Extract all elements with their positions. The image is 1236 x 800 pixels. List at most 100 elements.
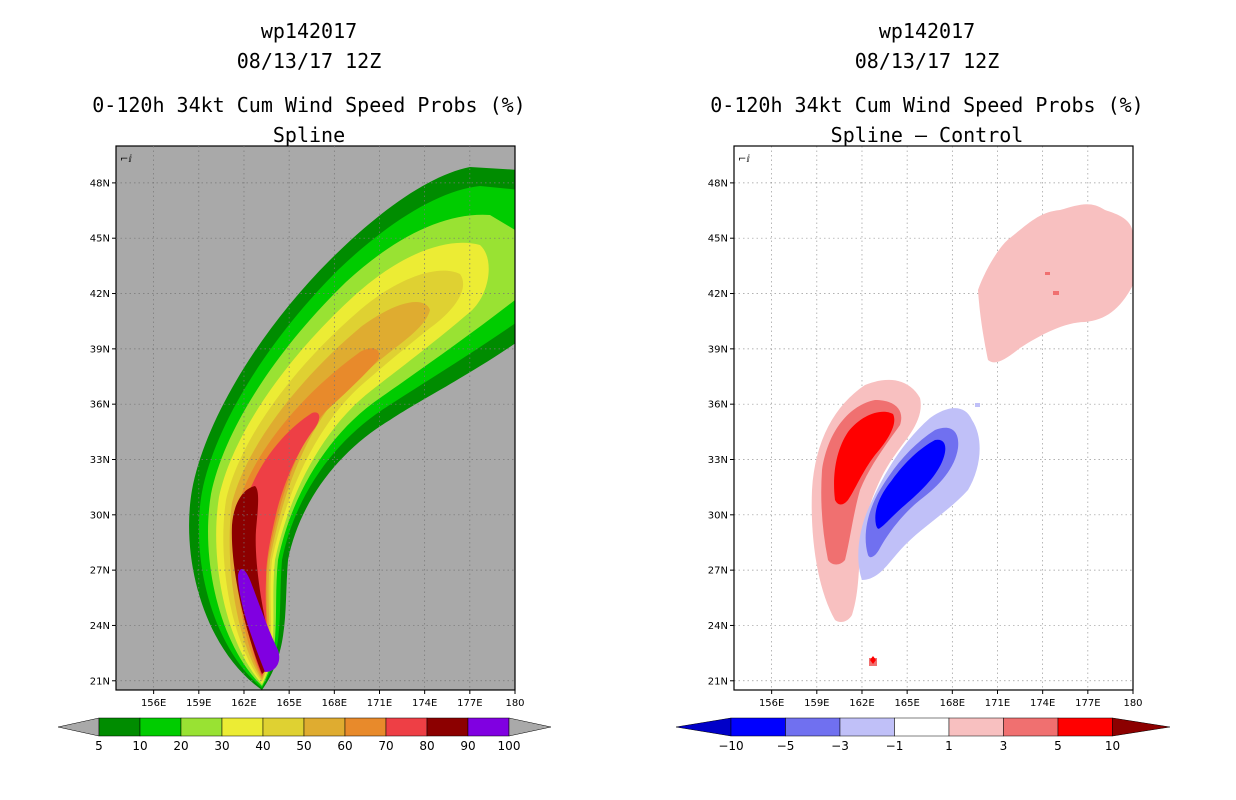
colorbar-high-triangle — [508, 717, 552, 737]
colorbar-label: 3 — [1000, 739, 1008, 753]
right-panel-title: wp142017 08/13/17 12Z 0-120h 34kt Cum Wi… — [647, 16, 1207, 150]
y-tick-label: 27N — [708, 566, 728, 577]
pos-spot-s — [870, 656, 876, 664]
colorbar-label: 40 — [255, 739, 270, 753]
pos-dot-ne2 — [1053, 291, 1059, 295]
right-difference-field — [811, 204, 1133, 666]
y-tick-label: 33N — [708, 455, 728, 466]
y-tick-label: 33N — [90, 455, 110, 466]
colorbar-box — [426, 717, 469, 737]
right-subtitle: Spline – Control — [830, 123, 1024, 147]
colorbar-label: 90 — [460, 739, 475, 753]
y-tick-label: 45N — [708, 234, 728, 245]
y-tick-label: 45N — [90, 234, 110, 245]
colorbar-box — [98, 717, 141, 737]
colorbar-box — [180, 717, 223, 737]
y-tick-label: 36N — [708, 400, 728, 411]
y-tick-label: 39N — [708, 344, 728, 355]
left-gridlines — [116, 146, 515, 690]
colorbar-box — [467, 717, 510, 737]
left-x-ticks: 156E 159E 162E 165E 168E 171E 174E 177E 180 — [141, 690, 525, 709]
colorbar-label: 70 — [378, 739, 393, 753]
colorbar-label: 10 — [132, 739, 147, 753]
left-datetime: 08/13/17 12Z — [236, 49, 382, 73]
y-tick-label: 48N — [90, 178, 110, 189]
y-tick-label: 42N — [90, 289, 110, 300]
right-map-glyph: ⌐ⅈ — [738, 154, 750, 165]
colorbar-label: 1 — [945, 739, 953, 753]
colorbar-box — [785, 717, 841, 737]
colorbar-box — [262, 717, 305, 737]
left-probability-swath — [189, 167, 515, 690]
colorbar-low-triangle — [675, 717, 732, 737]
x-tick-label: 162E — [231, 698, 256, 709]
pos-dot-ne1 — [1045, 272, 1050, 275]
right-plot-frame — [733, 145, 1134, 691]
colorbar-label: 50 — [296, 739, 311, 753]
x-tick-label: 156E — [141, 698, 166, 709]
colorbar-label: 10 — [1105, 739, 1120, 753]
colorbar-label: −3 — [831, 739, 849, 753]
colorbar-box — [303, 717, 346, 737]
x-tick-label: 177E — [457, 698, 482, 709]
right-y-ticks: 21N 24N 27N 30N 33N 36N 39N 42N 45N 48N — [708, 178, 734, 687]
x-tick-label: 180 — [1123, 698, 1142, 709]
colorbar-label: 5 — [95, 739, 103, 753]
colorbar-label: 20 — [173, 739, 188, 753]
y-tick-label: 48N — [708, 178, 728, 189]
band-90 — [238, 568, 280, 672]
colorbar-box — [948, 717, 1004, 737]
right-colorbar: −10 −5 −3 −1 1 3 5 10 — [675, 717, 1171, 753]
x-tick-label: 171E — [367, 698, 392, 709]
colorbar-box — [344, 717, 387, 737]
colorbar-box — [385, 717, 428, 737]
x-tick-label: 174E — [412, 698, 437, 709]
x-tick-label: 171E — [985, 698, 1010, 709]
y-tick-label: 21N — [90, 676, 110, 687]
colorbar-high-triangle — [1112, 717, 1171, 737]
left-product: 0-120h 34kt Cum Wind Speed Probs (%) — [92, 93, 526, 117]
colorbar-label: −1 — [886, 739, 904, 753]
x-tick-label: 165E — [894, 698, 919, 709]
left-storm-id: wp142017 — [260, 19, 358, 43]
y-tick-label: 24N — [708, 621, 728, 632]
left-y-ticks: 21N 24N 27N 30N 33N 36N 39N 42N 45N 48N — [90, 178, 116, 687]
colorbar-label: −10 — [718, 739, 743, 753]
x-tick-label: 162E — [849, 698, 874, 709]
colorbar-label: 60 — [337, 739, 352, 753]
colorbar-label: 5 — [1054, 739, 1062, 753]
pos-region-w-core — [834, 411, 895, 505]
x-tick-label: 159E — [186, 698, 211, 709]
y-tick-label: 30N — [708, 510, 728, 521]
neg-region-core — [875, 439, 946, 529]
x-tick-label: 174E — [1030, 698, 1055, 709]
right-x-ticks: 156E 159E 162E 165E 168E 171E 174E 177E 180 — [759, 690, 1143, 709]
colorbar-box — [730, 717, 786, 737]
colorbar-label: 100 — [498, 739, 521, 753]
x-tick-label: 156E — [759, 698, 784, 709]
colorbar-box — [139, 717, 182, 737]
left-panel-title: wp142017 08/13/17 12Z 0-120h 34kt Cum Wi… — [29, 16, 589, 150]
x-tick-label: 168E — [940, 698, 965, 709]
left-colorbar: 5 10 20 30 40 50 60 70 80 90 100 — [57, 717, 552, 753]
neg-dot — [975, 403, 980, 407]
x-tick-label: 177E — [1075, 698, 1100, 709]
y-tick-label: 24N — [90, 621, 110, 632]
colorbar-label: −5 — [777, 739, 795, 753]
y-tick-label: 39N — [90, 344, 110, 355]
x-tick-label: 180 — [505, 698, 524, 709]
pos-region-ne — [978, 204, 1133, 363]
right-storm-id: wp142017 — [878, 19, 976, 43]
colorbar-low-triangle — [57, 717, 100, 737]
colorbar-box — [221, 717, 264, 737]
y-tick-label: 21N — [708, 676, 728, 687]
left-plot-frame — [115, 145, 516, 691]
y-tick-label: 42N — [708, 289, 728, 300]
x-tick-label: 165E — [276, 698, 301, 709]
colorbar-box — [1003, 717, 1059, 737]
colorbar-box — [894, 717, 950, 737]
x-tick-label: 168E — [322, 698, 347, 709]
right-datetime: 08/13/17 12Z — [854, 49, 1000, 73]
y-tick-label: 30N — [90, 510, 110, 521]
